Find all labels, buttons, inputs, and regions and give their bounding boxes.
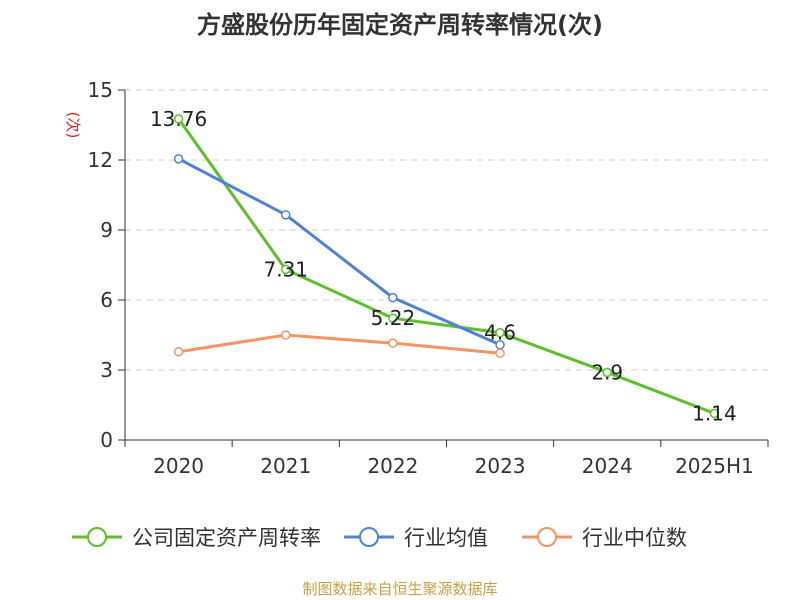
series-1-point-2020 [173, 154, 184, 164]
source-note: 制图数据来自恒生聚源数据库 [302, 580, 497, 598]
data-label-2025H1: 1.14 [692, 401, 737, 425]
series-2-point-2022 [388, 338, 398, 348]
legend-label-2: 行业中位数 [582, 526, 687, 550]
y-tick-label-5: 15 [88, 78, 113, 102]
y-tick-label-1: 3 [100, 358, 113, 382]
series-1-point-2022 [388, 292, 398, 303]
data-label-2023: 4.6 [484, 321, 516, 345]
data-label-2021: 7.31 [263, 257, 308, 281]
chart-title: 方盛股份历年固定资产周转率情况(次) [197, 11, 603, 39]
series-2-point-2020 [173, 347, 184, 357]
series-line-2 [178, 333, 501, 355]
y-axis-label: (次) [64, 112, 82, 139]
data-label-2022: 5.22 [371, 306, 416, 330]
series-1-point-2021 [281, 210, 291, 220]
legend-label-1: 行业均值 [404, 526, 488, 550]
x-tick-label-2022: 2022 [367, 454, 418, 478]
data-label-2020: 13.76 [150, 107, 207, 131]
series-line-0 [177, 118, 715, 415]
series-0-point-2020 [173, 114, 184, 124]
legend-swatch-marker-1 [359, 527, 379, 547]
series-0-point-2024 [602, 367, 612, 378]
series-0-point-2021 [281, 264, 291, 275]
series-line-1 [177, 157, 501, 347]
axes: 0 3 6 9 12 15 2020 2021 2022 2023 2024 2025H1 [88, 78, 769, 478]
x-tick-label-2025H1: 2025H1 [675, 454, 754, 478]
x-tick-label-2020: 2020 [153, 454, 204, 478]
series-0-point-2023 [495, 327, 505, 338]
series-layer [173, 114, 720, 419]
legend: 公司固定资产周转率 行业均值 行业中位数 [72, 526, 687, 550]
series-2-point-2023 [495, 348, 505, 358]
data-labels: 13.76 7.31 5.22 4.6 2.9 1.14 [150, 107, 737, 425]
y-tick-label-3: 9 [100, 218, 113, 242]
series-0-point-2025H1 [709, 408, 720, 419]
y-tick-label-2: 6 [100, 288, 113, 312]
data-label-2024: 2.9 [591, 360, 623, 384]
series-0-point-2022 [388, 313, 398, 323]
y-tick-label-4: 12 [88, 148, 113, 172]
grid-lines [125, 89, 768, 371]
y-tick-label-0: 0 [100, 428, 113, 452]
x-tick-label-2021: 2021 [260, 454, 311, 478]
series-2-point-2021 [281, 330, 291, 340]
legend-label-0: 公司固定资产周转率 [132, 526, 321, 550]
legend-swatch-marker-0 [87, 527, 107, 547]
legend-swatch-marker-2 [537, 527, 557, 547]
x-tick-label-2023: 2023 [475, 454, 526, 478]
x-tick-label-2024: 2024 [582, 454, 633, 478]
